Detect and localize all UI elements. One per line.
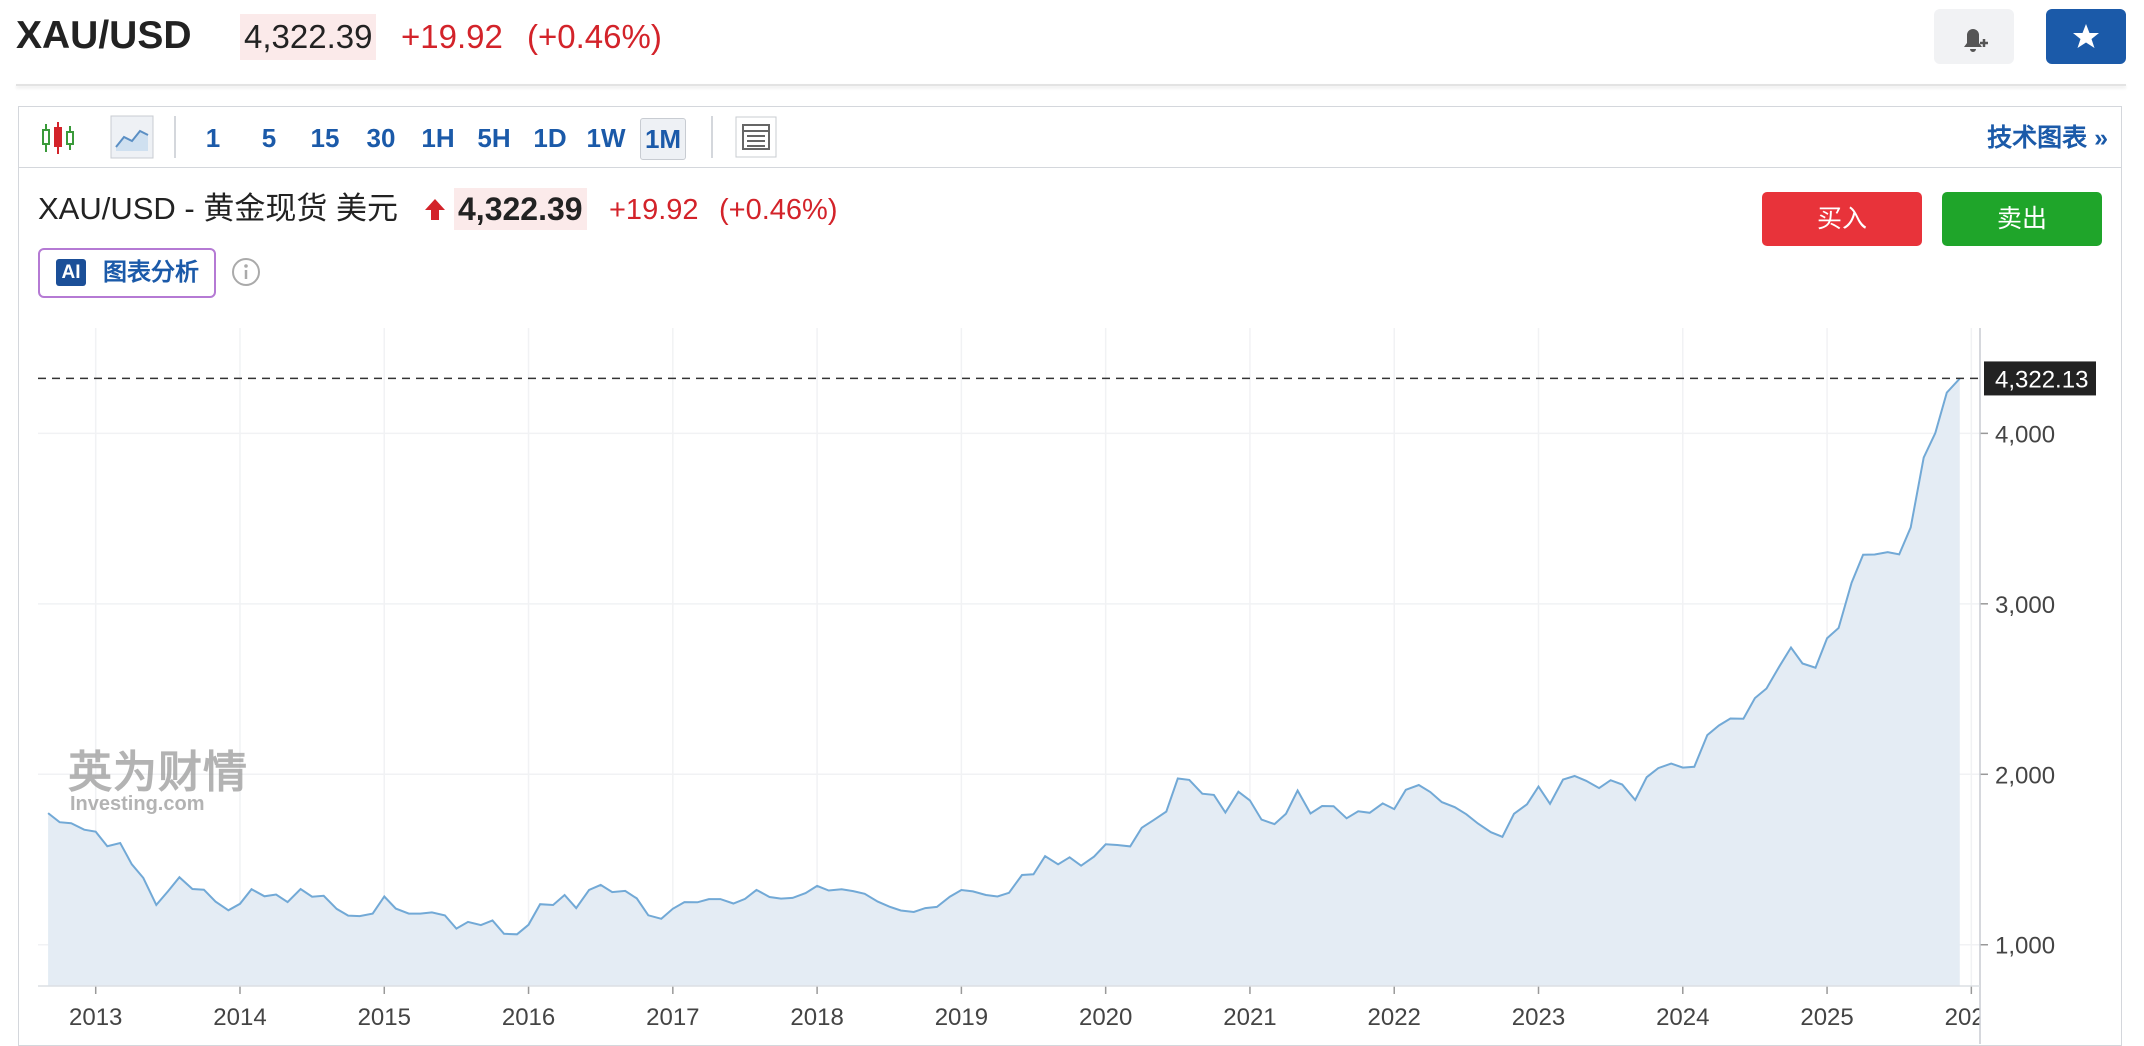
technical-chart-link[interactable]: 技术图表 »: [1987, 124, 2108, 152]
interval-button[interactable]: 1H: [421, 123, 455, 153]
x-tick-label: 2024: [1656, 1004, 1709, 1031]
x-tick-label: 2013: [69, 1004, 122, 1031]
header-divider: [16, 84, 2126, 86]
interval-button[interactable]: 1: [205, 123, 221, 153]
watchlist-button[interactable]: [2046, 9, 2126, 64]
toolbar-separator: [711, 116, 713, 158]
interval-button[interactable]: 1W: [586, 123, 626, 153]
price-area: [48, 378, 1960, 986]
buy-button[interactable]: 买入: [1762, 192, 1922, 246]
x-tick-label: 2018: [790, 1004, 843, 1031]
y-tick-label: 4,000: [1995, 421, 2055, 448]
chart-change: +19.92: [609, 194, 699, 226]
chart-price: 4,322.39: [454, 188, 587, 230]
candle-icon[interactable]: [40, 118, 76, 158]
x-tick-label: 2016: [502, 1004, 555, 1031]
alert-button[interactable]: [1934, 9, 2014, 64]
watermark-brand: 英为财情: [68, 748, 248, 797]
last-price-label: 4,322.13: [1995, 366, 2088, 393]
x-tick-label: 2017: [646, 1004, 699, 1031]
y-tick-label: 3,000: [1995, 592, 2055, 619]
x-tick-label: 2021: [1223, 1004, 1276, 1031]
interval-button[interactable]: 1D: [533, 123, 567, 153]
up-arrow: [425, 199, 445, 220]
y-tick-label: 2,000: [1995, 762, 2055, 789]
x-tick-label: 2022: [1368, 1004, 1421, 1031]
bell-icon: [1964, 29, 1988, 52]
y-tick-label: 1,000: [1995, 933, 2055, 960]
change: +19.92: [401, 18, 503, 55]
toolbar-separator: [174, 116, 176, 158]
ai-analysis-button[interactable]: [38, 248, 216, 298]
star-icon: [2073, 24, 2099, 48]
interval-button[interactable]: 5H: [477, 123, 511, 153]
price: 4,322.39: [240, 14, 377, 60]
interval-button[interactable]: 1M: [640, 118, 686, 160]
watermark-site: Investing.com: [70, 793, 205, 815]
change-percent: (+0.46%): [527, 18, 662, 55]
toolbar-divider: [18, 167, 2122, 168]
chart-change-percent: (+0.46%): [719, 194, 838, 226]
x-tick-label: 2026: [1945, 1004, 1998, 1031]
symbol: XAU/USD: [16, 14, 192, 57]
chart-title: XAU/USD - 黄金现货 美元: [38, 191, 398, 226]
sell-button[interactable]: 卖出: [1942, 192, 2102, 246]
area-icon[interactable]: [110, 115, 154, 159]
layout-icon[interactable]: [735, 116, 777, 158]
interval-button[interactable]: 15: [310, 123, 340, 153]
x-axis-labels: 2013 2014 2015 2016 2017 2018 2019 2020 2021 2022…: [69, 1004, 1998, 1031]
x-tick-label: 2025: [1800, 1004, 1853, 1031]
x-tick-label: 2019: [935, 1004, 988, 1031]
interval-button[interactable]: 30: [366, 123, 396, 153]
last-price-box: [1984, 361, 2096, 396]
x-tick-label: 2015: [358, 1004, 411, 1031]
price-line: [47, 377, 1961, 936]
x-tick-label: 2023: [1512, 1004, 1565, 1031]
x-tick-label: 2014: [213, 1004, 266, 1031]
x-tick-label: 2020: [1079, 1004, 1132, 1031]
ai-badge: AI: [56, 259, 86, 286]
interval-button[interactable]: 5: [261, 123, 277, 153]
ai-label: 图表分析: [103, 259, 199, 286]
info-icon[interactable]: [230, 256, 262, 288]
